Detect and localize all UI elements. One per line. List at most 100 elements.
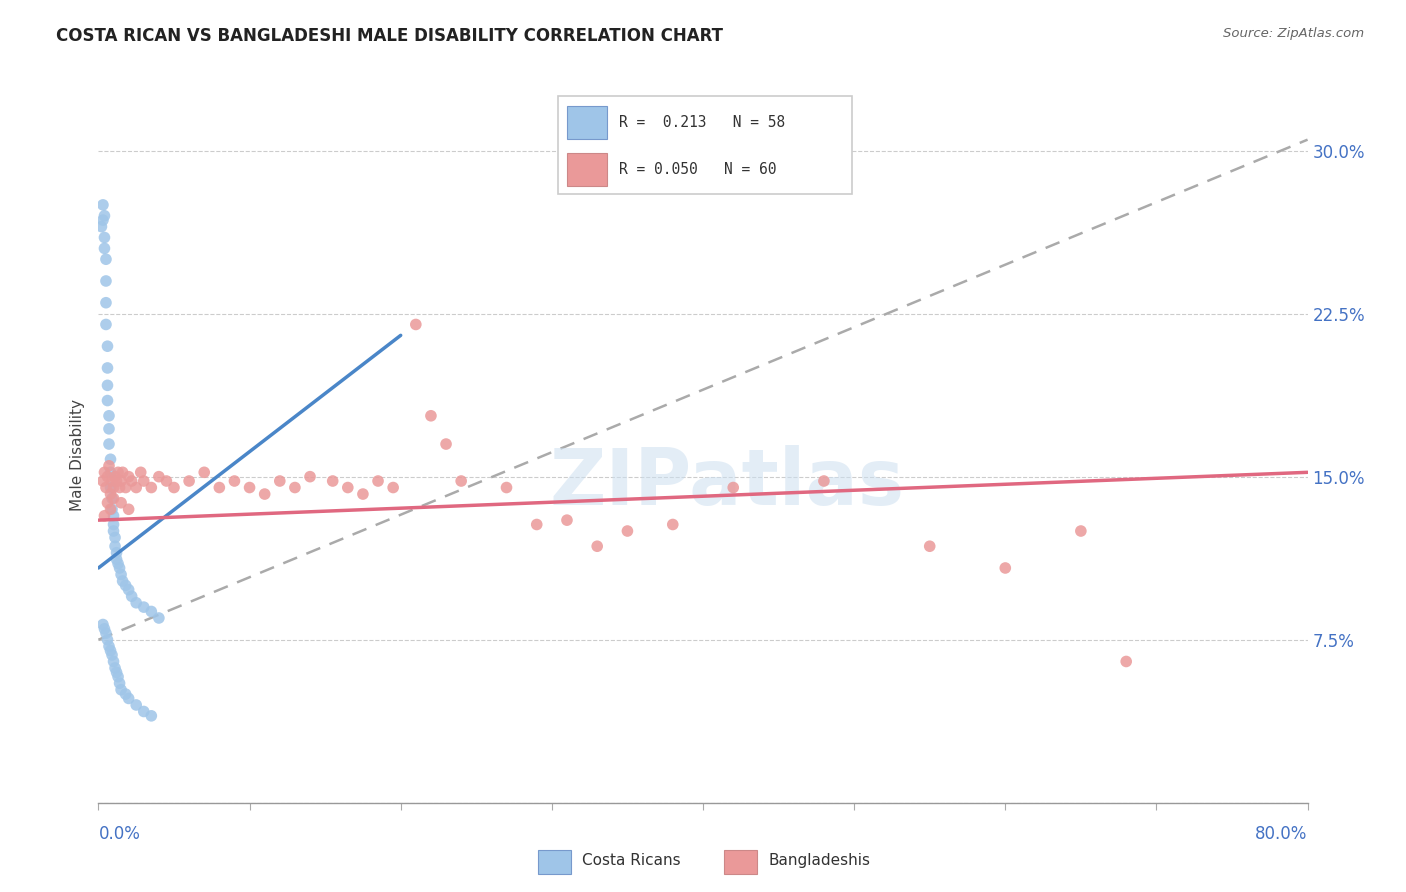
- Point: [121, 589, 143, 603]
- Point: [405, 318, 427, 332]
- Point: [121, 474, 143, 488]
- Point: [118, 502, 141, 516]
- Point: [98, 422, 121, 436]
- Point: [125, 596, 148, 610]
- Point: [93, 209, 115, 223]
- Point: [100, 481, 122, 495]
- Text: COSTA RICAN VS BANGLADESHI MALE DISABILITY CORRELATION CHART: COSTA RICAN VS BANGLADESHI MALE DISABILI…: [56, 27, 723, 45]
- Point: [616, 524, 638, 538]
- Point: [93, 241, 115, 255]
- Point: [101, 491, 124, 506]
- Point: [93, 622, 115, 636]
- Point: [100, 502, 122, 516]
- Point: [104, 661, 127, 675]
- Point: [100, 466, 122, 480]
- Point: [110, 682, 132, 697]
- Text: Costa Ricans: Costa Ricans: [582, 854, 681, 868]
- Point: [141, 481, 163, 495]
- Point: [108, 561, 131, 575]
- FancyBboxPatch shape: [558, 95, 852, 194]
- Point: [723, 481, 745, 495]
- Point: [105, 665, 128, 680]
- Point: [132, 705, 155, 719]
- Point: [96, 393, 118, 408]
- Point: [91, 198, 114, 212]
- Point: [450, 474, 472, 488]
- Point: [93, 466, 115, 480]
- Point: [118, 691, 141, 706]
- Point: [96, 469, 118, 483]
- Point: [352, 487, 374, 501]
- Bar: [568, 106, 607, 139]
- Point: [118, 469, 141, 483]
- Text: 80.0%: 80.0%: [1256, 825, 1308, 843]
- Point: [94, 626, 117, 640]
- Point: [103, 655, 125, 669]
- Point: [105, 546, 128, 560]
- Point: [110, 496, 132, 510]
- Point: [148, 469, 170, 483]
- Point: [114, 687, 136, 701]
- Point: [125, 481, 148, 495]
- Point: [105, 552, 128, 566]
- Point: [108, 481, 131, 495]
- Point: [132, 474, 155, 488]
- Point: [148, 611, 170, 625]
- Point: [101, 502, 124, 516]
- Point: [93, 230, 115, 244]
- Point: [114, 578, 136, 592]
- Point: [98, 409, 121, 423]
- Point: [94, 318, 117, 332]
- Point: [111, 466, 134, 480]
- Point: [367, 474, 389, 488]
- Point: [96, 339, 118, 353]
- Point: [103, 517, 125, 532]
- Point: [100, 487, 122, 501]
- Point: [96, 378, 118, 392]
- Point: [918, 539, 941, 553]
- Point: [129, 466, 152, 480]
- Point: [322, 474, 344, 488]
- Point: [107, 670, 129, 684]
- Point: [107, 466, 129, 480]
- Point: [495, 481, 517, 495]
- Point: [93, 508, 115, 523]
- Y-axis label: Male Disability: Male Disability: [70, 399, 86, 511]
- Point: [96, 496, 118, 510]
- Text: 0.0%: 0.0%: [98, 825, 141, 843]
- Point: [111, 574, 134, 588]
- Text: R = 0.050   N = 60: R = 0.050 N = 60: [619, 162, 776, 178]
- Point: [110, 474, 132, 488]
- Point: [105, 474, 128, 488]
- Bar: [538, 849, 571, 874]
- Point: [118, 582, 141, 597]
- Point: [98, 639, 121, 653]
- Point: [208, 481, 231, 495]
- Point: [526, 517, 548, 532]
- Point: [163, 481, 186, 495]
- Point: [155, 474, 177, 488]
- Bar: [568, 153, 607, 186]
- Text: Source: ZipAtlas.com: Source: ZipAtlas.com: [1223, 27, 1364, 40]
- Point: [555, 513, 578, 527]
- Point: [224, 474, 246, 488]
- Point: [103, 524, 125, 538]
- Point: [108, 676, 131, 690]
- Bar: [724, 849, 758, 874]
- Point: [96, 632, 118, 647]
- Text: R =  0.213   N = 58: R = 0.213 N = 58: [619, 115, 785, 130]
- Point: [98, 458, 121, 473]
- Point: [91, 474, 114, 488]
- Point: [125, 698, 148, 712]
- Text: ZIPatlas: ZIPatlas: [550, 445, 904, 521]
- Point: [94, 481, 117, 495]
- Point: [100, 452, 122, 467]
- Point: [141, 708, 163, 723]
- Point: [90, 219, 112, 234]
- Point: [420, 409, 443, 423]
- Text: Bangladeshis: Bangladeshis: [768, 854, 870, 868]
- Point: [253, 487, 276, 501]
- Point: [336, 481, 359, 495]
- Point: [100, 643, 122, 657]
- Point: [299, 469, 322, 483]
